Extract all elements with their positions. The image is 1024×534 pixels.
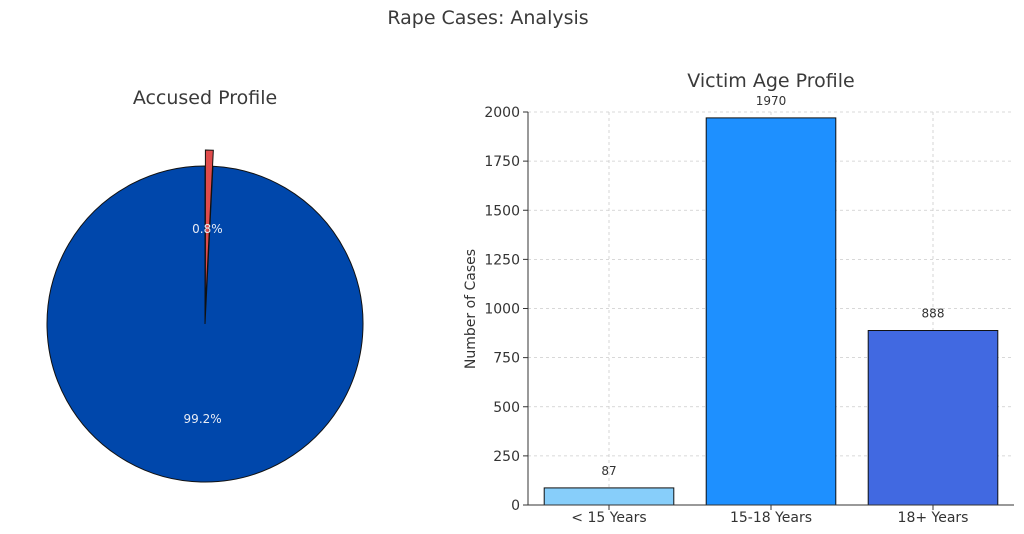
y-tick-label: 2000 bbox=[484, 105, 520, 121]
x-tick-label: 15-18 Years bbox=[730, 510, 812, 526]
bar-bars bbox=[543, 117, 999, 506]
pie-slice bbox=[46, 165, 364, 483]
bar-axes bbox=[523, 111, 1014, 510]
pie-title: Accused Profile bbox=[133, 87, 277, 109]
pie-slice-label: 0.8% bbox=[192, 222, 223, 236]
bar bbox=[543, 487, 675, 506]
y-tick-label: 1750 bbox=[484, 154, 520, 170]
pie-slice-label: 99.2% bbox=[184, 412, 222, 426]
bar bbox=[867, 330, 999, 506]
bar-title: Victim Age Profile bbox=[687, 70, 854, 92]
figure-title: Rape Cases: Analysis bbox=[387, 7, 588, 29]
y-tick-labels: 0 250 500 750 1000 1250 1500 1750 2000 bbox=[484, 105, 520, 514]
y-axis-label: Number of Cases bbox=[463, 249, 479, 369]
x-tick-label: 18+ Years bbox=[898, 510, 969, 526]
pie-slices bbox=[46, 149, 364, 483]
bar-value-labels: 87 1970 888 bbox=[601, 94, 944, 478]
y-tick-label: 500 bbox=[493, 400, 520, 416]
y-tick-label: 0 bbox=[511, 498, 520, 514]
x-tick-label: < 15 Years bbox=[571, 510, 646, 526]
bar-value-label: 1970 bbox=[756, 94, 787, 108]
x-tick-labels: < 15 Years 15-18 Years 18+ Years bbox=[571, 510, 968, 526]
bar-value-label: 888 bbox=[922, 307, 945, 321]
y-tick-label: 1000 bbox=[484, 302, 520, 318]
bar bbox=[705, 117, 837, 506]
y-tick-label: 750 bbox=[493, 351, 520, 367]
pie-chart: Accused Profile 0.8% 99.2% bbox=[46, 87, 364, 483]
y-tick-label: 1500 bbox=[484, 203, 520, 219]
bar-chart: Victim Age Profile 0 250 500 750 1000 1250 150… bbox=[463, 70, 1014, 526]
y-tick-label: 1250 bbox=[484, 252, 520, 268]
y-tick-label: 250 bbox=[493, 449, 520, 465]
bar-value-label: 87 bbox=[601, 464, 616, 478]
pie-labels: 0.8% 99.2% bbox=[184, 222, 223, 426]
